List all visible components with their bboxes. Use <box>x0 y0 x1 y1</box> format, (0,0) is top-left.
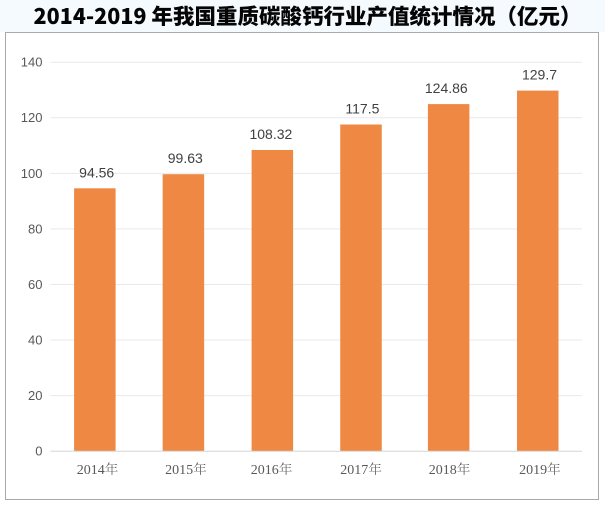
svg-text:2019: 2019 <box>519 463 547 478</box>
svg-text:20: 20 <box>28 388 42 403</box>
svg-text:124.86: 124.86 <box>425 80 468 96</box>
svg-text:99.63: 99.63 <box>168 150 203 166</box>
svg-text:94.56: 94.56 <box>79 164 114 180</box>
svg-text:140: 140 <box>21 55 43 70</box>
svg-text:120: 120 <box>21 110 43 125</box>
svg-text:80: 80 <box>28 221 42 236</box>
svg-text:117.5: 117.5 <box>345 101 379 117</box>
svg-text:129.7: 129.7 <box>522 67 557 83</box>
svg-text:2017: 2017 <box>340 463 368 478</box>
svg-text:40: 40 <box>28 332 42 347</box>
svg-text:2015: 2015 <box>165 463 193 478</box>
svg-text:60: 60 <box>28 277 42 292</box>
svg-text:2016: 2016 <box>251 463 279 478</box>
svg-text:100: 100 <box>21 166 43 181</box>
svg-text:108.32: 108.32 <box>249 126 292 142</box>
svg-text:2014: 2014 <box>77 463 105 478</box>
svg-text:0: 0 <box>35 444 42 459</box>
svg-text:2018: 2018 <box>429 463 457 478</box>
